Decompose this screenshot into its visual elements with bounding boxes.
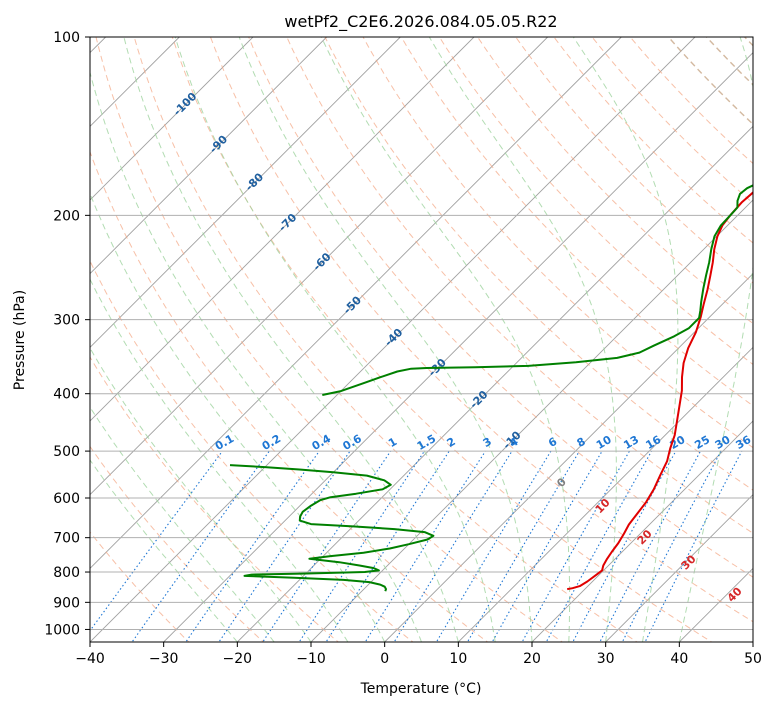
- moist-adiabat-line: [320, 37, 571, 642]
- background-lines: [90, 37, 753, 642]
- mixing-ratio-line: [393, 450, 513, 642]
- moist-adiabat-line: [678, 37, 753, 642]
- y-axis-label: Pressure (hPa): [12, 290, 28, 390]
- y-tick-label: 700: [53, 531, 80, 547]
- x-axis-label: Temperature (°C): [360, 681, 482, 697]
- moist-adiabat-line: [90, 459, 238, 642]
- x-tick-label: −30: [149, 651, 179, 667]
- isotherm-line: [310, 199, 753, 642]
- x-tick-label: 20: [523, 651, 541, 667]
- dry-adiabat-line: [515, 37, 753, 284]
- moist-adiabat-line: [90, 406, 275, 642]
- moist-adiabat-line: [428, 37, 617, 642]
- isotherm-line: [90, 37, 401, 348]
- mixing-ratio-line: [621, 450, 722, 642]
- isotherm-line: [458, 346, 753, 642]
- x-tick-label: −40: [75, 651, 105, 667]
- isotherm-line: [531, 420, 753, 642]
- y-tick-label: 900: [53, 595, 80, 611]
- y-tick-label: 100: [53, 30, 80, 46]
- y-tick-label: 800: [53, 565, 80, 581]
- isotherm-line: [90, 37, 622, 569]
- dry-adiabat-line: [90, 259, 414, 642]
- isotherm-line: [237, 125, 753, 642]
- dewpoint_upper-profile-line: [322, 184, 753, 396]
- x-tick-label: 0: [380, 651, 389, 667]
- moist-adiabat-line: [572, 37, 679, 642]
- mixing-ratio-line: [262, 450, 392, 642]
- plot-frame: [89, 36, 754, 643]
- mixing-ratio-line: [185, 450, 320, 642]
- x-tick-label: 50: [744, 651, 762, 667]
- x-tick-label: −20: [223, 651, 253, 667]
- y-tick-label: 500: [53, 444, 80, 460]
- x-tick-label: 40: [670, 651, 688, 667]
- moist-adiabat-line: [90, 70, 422, 642]
- mixing-ratio-line: [298, 450, 425, 642]
- chart-title: wetPf2_C2E6.2026.084.05.05.R22: [284, 12, 557, 32]
- pressure-gridlines: [90, 37, 753, 630]
- moist-adiabat-line: [90, 278, 349, 642]
- moist-adiabat-line: [90, 347, 312, 642]
- isotherm-line: [90, 37, 548, 496]
- y-tick-label: 400: [53, 387, 80, 403]
- mixing-ratio-line: [218, 450, 351, 642]
- isotherm-line: [90, 37, 475, 422]
- y-tick-label: 200: [53, 208, 80, 224]
- y-tick-label: 600: [53, 491, 80, 507]
- x-axis: −40 −30 −20 −10 0 10 20 30 40 50: [75, 642, 762, 667]
- profile-series: [229, 184, 753, 592]
- moist-adiabat-line: [90, 192, 386, 642]
- y-tick-label: 1000: [44, 622, 80, 638]
- mixing-ratio-line: [599, 450, 701, 642]
- dry-adiabat-line: [90, 150, 489, 642]
- moist-adiabat-line: [238, 37, 533, 642]
- y-axis: 100 200 300 400 500 600 700 800 900 1000: [44, 30, 90, 638]
- moist-adiabat-line: [174, 37, 496, 642]
- dewpoint-profile-line: [229, 464, 435, 592]
- isotherm-line: [605, 494, 753, 642]
- isotherm-line: [163, 52, 753, 642]
- x-tick-label: −10: [296, 651, 326, 667]
- mixing-ratio-line: [364, 450, 486, 642]
- isotherm-line: [90, 37, 254, 201]
- mixing-ratio-line: [466, 450, 580, 642]
- y-tick-label: 300: [53, 313, 80, 329]
- isotherm-line: [384, 273, 753, 642]
- mixing-ratio-line: [90, 450, 223, 632]
- isotherm-line: [90, 37, 327, 275]
- mixing-ratio-line: [131, 450, 270, 642]
- x-tick-label: 30: [597, 651, 615, 667]
- mixing-ratio-line: [325, 450, 450, 642]
- temperature-profile-line: [567, 191, 753, 591]
- x-tick-label: 10: [449, 651, 467, 667]
